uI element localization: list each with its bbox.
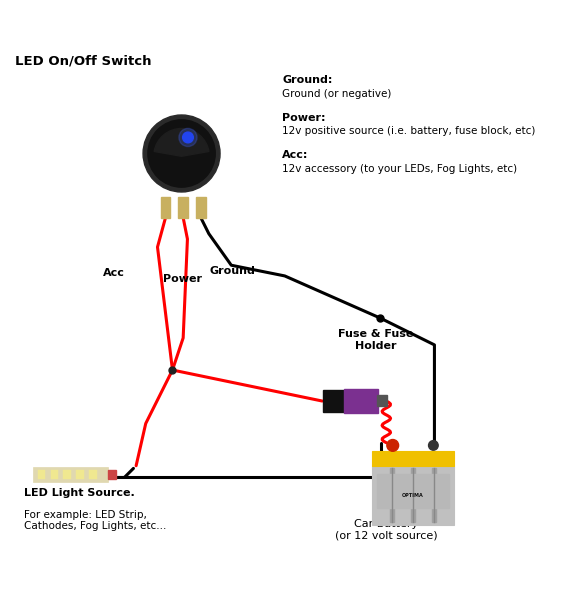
Bar [179, 197, 188, 217]
Circle shape [148, 120, 215, 187]
Bar [64, 470, 71, 479]
Bar [372, 451, 454, 466]
Text: Power:: Power: [282, 113, 325, 123]
Bar [377, 474, 449, 508]
Text: OPTIMA: OPTIMA [402, 493, 424, 498]
Circle shape [387, 440, 399, 452]
Bar [34, 467, 108, 482]
Text: Acc:: Acc: [282, 150, 309, 160]
Bar [372, 466, 454, 524]
Circle shape [143, 115, 220, 192]
Circle shape [183, 132, 193, 143]
Wedge shape [154, 129, 209, 156]
Bar [432, 468, 436, 522]
Circle shape [428, 440, 438, 450]
Bar [411, 468, 415, 522]
Text: LED Light Source.: LED Light Source. [24, 488, 135, 498]
Bar [377, 395, 387, 407]
Bar [50, 470, 58, 479]
Text: 12v accessory (to your LEDs, Fog Lights, etc): 12v accessory (to your LEDs, Fog Lights,… [282, 164, 517, 174]
Text: 12v positive source (i.e. battery, fuse block, etc): 12v positive source (i.e. battery, fuse … [282, 126, 535, 136]
Bar [76, 470, 84, 479]
Text: Ground: Ground [210, 265, 256, 275]
Bar [89, 470, 97, 479]
Text: Acc: Acc [102, 268, 124, 278]
Bar [343, 389, 378, 413]
Text: Car Battery
(or 12 volt source): Car Battery (or 12 volt source) [335, 519, 438, 541]
Text: For example: LED Strip,
Cathodes, Fog Lights, etc...: For example: LED Strip, Cathodes, Fog Li… [24, 509, 166, 531]
Circle shape [179, 128, 197, 147]
Bar [196, 197, 206, 217]
Text: Ground:: Ground: [282, 75, 332, 86]
Bar [108, 470, 116, 479]
Bar [38, 470, 45, 479]
Bar [390, 468, 394, 522]
Text: Fuse & Fuse
Holder: Fuse & Fuse Holder [338, 329, 413, 351]
Bar [323, 391, 344, 411]
Text: Power: Power [163, 274, 202, 283]
Text: Ground (or negative): Ground (or negative) [282, 89, 391, 99]
Text: LED On/Off Switch: LED On/Off Switch [15, 54, 151, 67]
Bar [161, 197, 171, 217]
